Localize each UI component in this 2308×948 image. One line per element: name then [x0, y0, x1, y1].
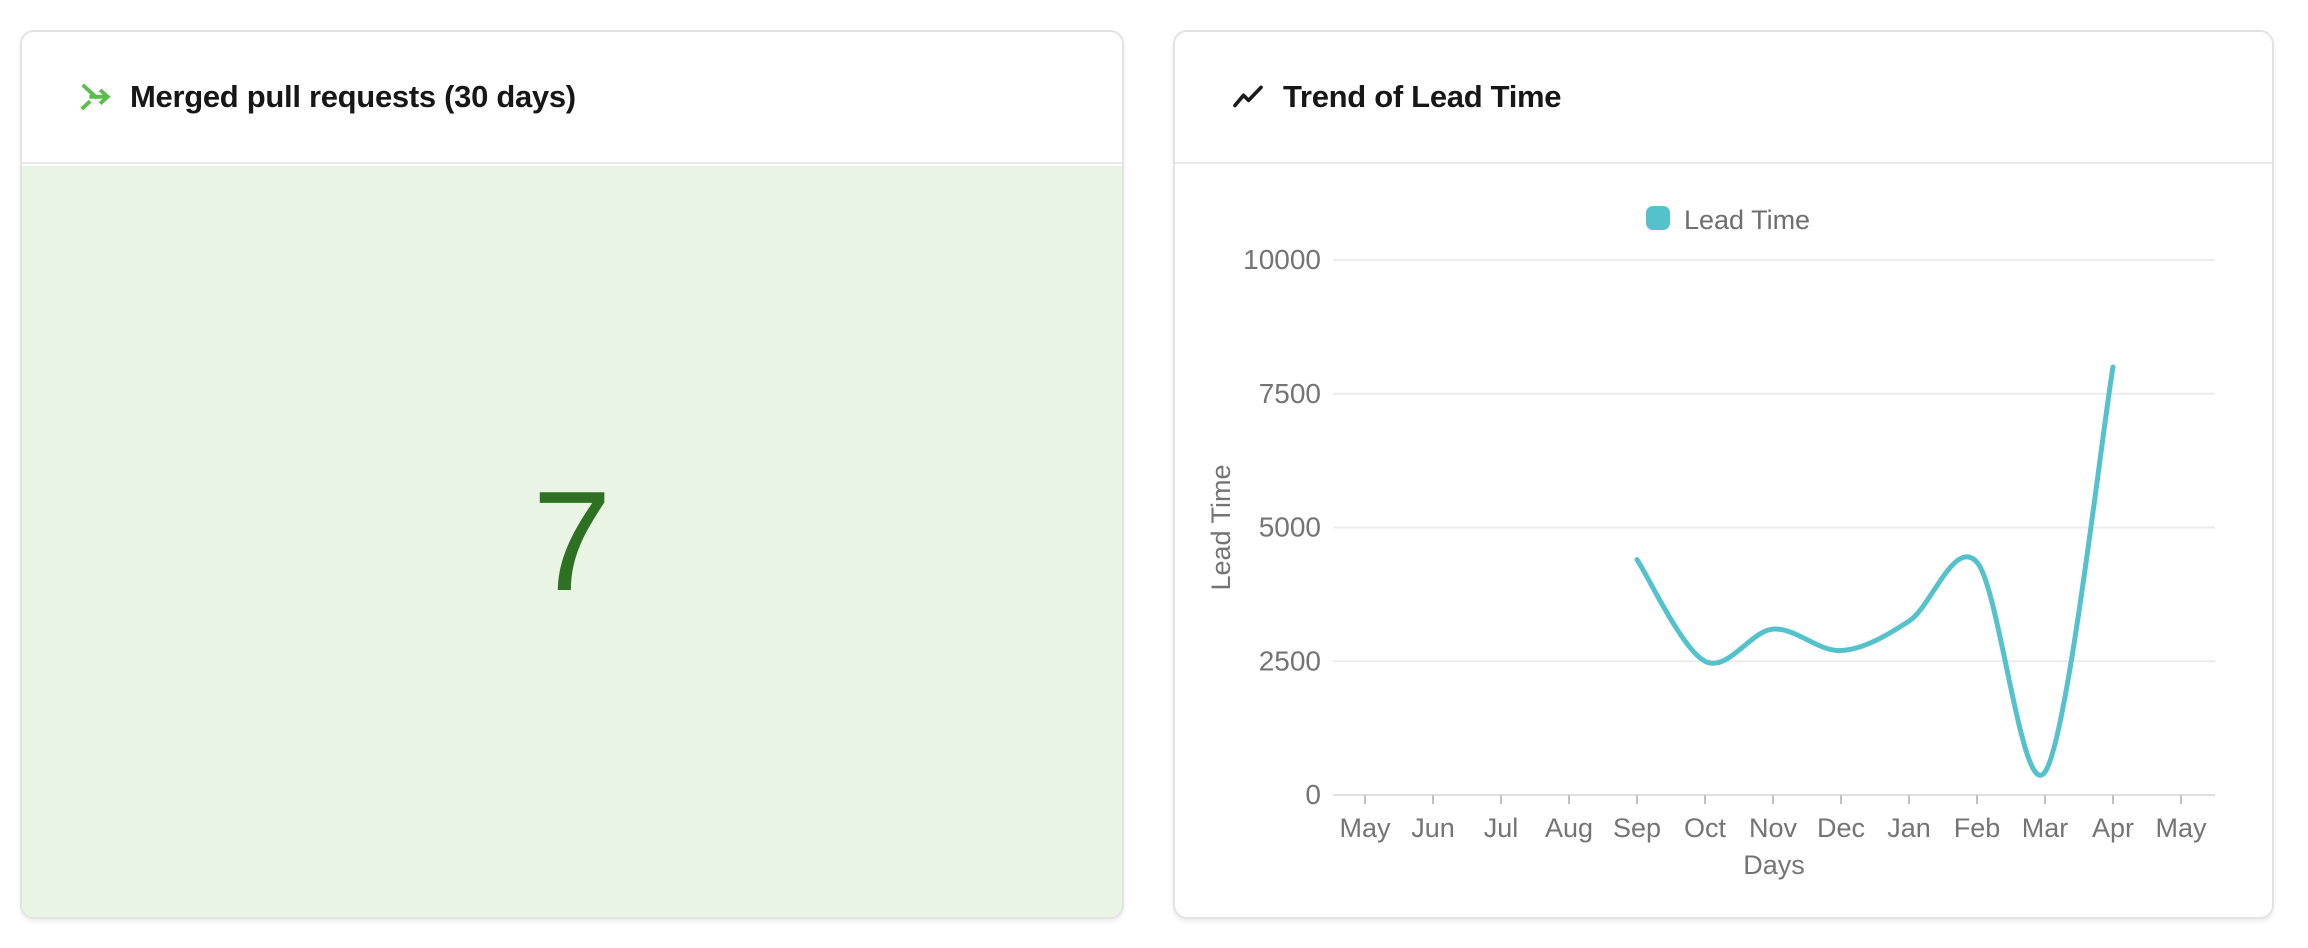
card-title: Merged pull requests (30 days) — [130, 79, 576, 114]
card-title: Trend of Lead Time — [1283, 79, 1562, 114]
merged-pull-requests-header: Merged pull requests (30 days) — [22, 32, 1122, 164]
legend-label: Lead Time — [1684, 205, 1810, 235]
y-tick-label: 2500 — [1259, 645, 1321, 676]
x-tick-label: Jun — [1411, 813, 1455, 843]
x-tick-label: Dec — [1817, 813, 1865, 843]
x-tick-label: Aug — [1545, 813, 1593, 843]
x-axis-title: Days — [1743, 850, 1805, 880]
x-tick-label: Jan — [1887, 813, 1931, 843]
x-tick-label: Oct — [1684, 813, 1727, 843]
x-tick-label: Apr — [2092, 813, 2134, 843]
y-tick-label: 7500 — [1259, 378, 1321, 409]
y-tick-label: 0 — [1305, 779, 1321, 810]
x-tick-label: Feb — [1954, 813, 2001, 843]
x-tick-label: May — [1339, 813, 1391, 843]
lead-time-chart-svg: 0 2500 5000 7500 10000 May Jun Jul Aug Sep Oct Nov D… — [1206, 205, 2215, 880]
merged-pull-requests-card: Merged pull requests (30 days) 7 — [20, 30, 1124, 919]
merged-pr-count-panel: 7 — [22, 166, 1122, 917]
x-tick-label: Jul — [1484, 813, 1519, 843]
lead-time-line — [1634, 364, 2116, 778]
legend-swatch — [1646, 206, 1670, 230]
git-merge-icon — [78, 80, 112, 114]
y-tick-label: 5000 — [1259, 512, 1321, 543]
legend-item-lead-time[interactable]: Lead Time — [1646, 205, 1810, 235]
lead-time-trend-card: Trend of Lead Time 0 2500 5000 7500 10000 May… — [1173, 30, 2274, 919]
x-tick-label: Mar — [2022, 813, 2069, 843]
y-tick-label: 10000 — [1243, 244, 1321, 275]
x-tick-label: May — [2155, 813, 2207, 843]
trending-up-icon — [1231, 80, 1265, 114]
merged-pr-count: 7 — [532, 461, 612, 621]
x-tick-label: Sep — [1613, 813, 1661, 843]
lead-time-chart: 0 2500 5000 7500 10000 May Jun Jul Aug Sep Oct Nov D… — [1175, 166, 2272, 917]
lead-time-trend-header: Trend of Lead Time — [1175, 32, 2272, 164]
x-tick-label: Nov — [1749, 813, 1798, 843]
y-axis-title: Lead Time — [1206, 464, 1236, 590]
